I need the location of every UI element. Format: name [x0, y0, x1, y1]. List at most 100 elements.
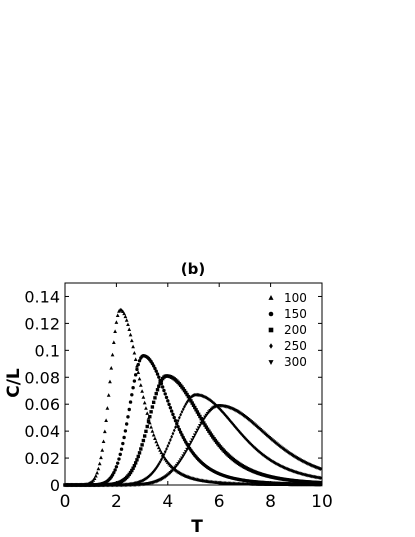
data-point [283, 465, 287, 470]
data-point [150, 429, 155, 433]
data-point [154, 369, 158, 373]
data-point [144, 429, 148, 434]
data-point [138, 383, 143, 387]
data-point [198, 424, 202, 428]
data-point [115, 461, 120, 465]
legend-label: 150 [284, 307, 307, 321]
y-axis-label: C/L [4, 368, 24, 398]
data-point [211, 435, 215, 439]
data-point [199, 416, 203, 421]
legend-marker-200 [268, 327, 274, 333]
data-point [95, 470, 99, 475]
data-point [197, 392, 200, 398]
chart-title: (b) [181, 260, 205, 278]
data-point [120, 309, 125, 314]
data-point [129, 338, 134, 343]
data-point [141, 395, 146, 399]
data-point [318, 475, 321, 480]
data-point [180, 385, 184, 389]
data-point [124, 422, 129, 426]
x-tick-label: 8 [265, 492, 276, 512]
legend-label: 200 [284, 323, 307, 337]
data-point [131, 466, 135, 470]
legend-marker-300 [268, 360, 274, 365]
data-point [282, 465, 285, 470]
data-point [144, 406, 148, 410]
data-point [174, 425, 177, 430]
data-point [184, 390, 188, 395]
data-point [145, 424, 149, 429]
data-point [148, 414, 152, 419]
data-point [230, 420, 234, 426]
data-point [206, 396, 209, 401]
data-point [208, 398, 212, 403]
data-point [157, 462, 161, 467]
data-point [168, 406, 173, 410]
data-point [270, 458, 274, 464]
data-point [158, 381, 162, 385]
data-point [266, 456, 270, 461]
data-point [194, 408, 198, 412]
data-point [93, 473, 98, 478]
data-point [256, 448, 260, 453]
data-point [319, 475, 323, 480]
data-point [293, 469, 297, 474]
data-point [132, 350, 137, 355]
data-point [148, 473, 152, 478]
data-point [235, 427, 239, 432]
data-point [155, 372, 160, 376]
data-point [209, 433, 214, 437]
x-axis-label: T [191, 517, 203, 537]
data-point [314, 475, 317, 480]
data-point [247, 439, 251, 444]
x-tick-label: 6 [214, 492, 225, 512]
data-point [171, 412, 175, 417]
data-point [153, 396, 157, 400]
data-point [262, 453, 266, 458]
legend-marker-250 [269, 343, 273, 349]
series-200 [63, 374, 323, 487]
data-point [203, 423, 207, 427]
data-point [189, 399, 193, 403]
data-point [285, 466, 289, 471]
plot-frame [64, 282, 323, 486]
data-point [150, 405, 155, 409]
data-point [145, 411, 150, 415]
data-point [193, 405, 197, 410]
data-point [186, 394, 191, 399]
data-point [158, 448, 162, 452]
data-point [195, 410, 200, 414]
data-point [181, 387, 185, 391]
data-point [192, 433, 197, 438]
data-point [91, 478, 96, 482]
data-point [196, 412, 201, 416]
data-point [142, 478, 145, 483]
data-point [155, 442, 160, 447]
data-point [145, 475, 149, 480]
data-point [264, 454, 267, 459]
data-point [167, 402, 171, 407]
data-point [246, 438, 249, 443]
data-point [208, 431, 212, 435]
data-point [191, 435, 196, 440]
data-point [210, 399, 213, 404]
data-point [319, 480, 323, 485]
data-point [219, 407, 222, 412]
data-point [243, 435, 247, 440]
data-point [221, 410, 225, 415]
data-point [183, 404, 186, 409]
data-point [182, 452, 187, 456]
data-point [298, 471, 302, 476]
data-point [114, 320, 119, 324]
data-point [212, 437, 216, 441]
data-point [169, 437, 172, 442]
data-point [123, 429, 128, 433]
data-point [217, 406, 221, 411]
data-point [139, 447, 143, 451]
data-point [176, 424, 180, 429]
data-point [181, 407, 185, 412]
data-point [112, 470, 116, 475]
data-point [165, 446, 168, 452]
data-point [207, 397, 211, 402]
data-point [200, 419, 205, 424]
